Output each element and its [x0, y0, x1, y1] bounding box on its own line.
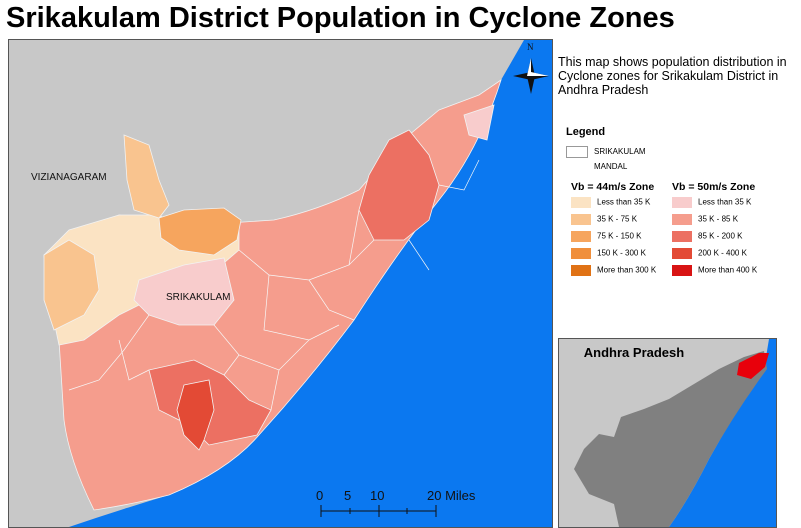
- mandal-borders: [68, 159, 480, 411]
- scale-bar: 0 5 10 20 Miles: [316, 488, 476, 517]
- zone-44-label: More than 300 K: [597, 265, 657, 275]
- inset-canvas: [574, 339, 776, 527]
- zone-44-row: Less than 35 K: [571, 197, 656, 214]
- scale-tick-10: 10: [370, 488, 384, 503]
- zone-44-label: 35 K - 75 K: [597, 214, 638, 224]
- map-description: This map shows population distribution i…: [558, 55, 787, 97]
- zone-50-label: More than 400 K: [698, 265, 758, 275]
- zone-50-swatch: [672, 231, 692, 242]
- northern-mandal-85-200: [358, 129, 440, 241]
- zone-44-label: 150 K - 300 K: [597, 248, 646, 258]
- zone-50-row: 200 K - 400 K: [672, 248, 757, 265]
- zone-44-row: 150 K - 300 K: [571, 248, 656, 265]
- legend-mandal-item: MANDAL: [594, 162, 628, 171]
- north-arrow: [513, 58, 549, 94]
- zone-50-row: 85 K - 200 K: [672, 231, 757, 248]
- zone-50-label: 200 K - 400 K: [698, 248, 747, 258]
- legend-title: Legend: [566, 126, 606, 138]
- andhra-pradesh-shape: [574, 351, 767, 527]
- inset-title: Andhra Pradesh: [583, 345, 685, 360]
- srikakulam-highlight: [737, 353, 769, 379]
- srikakulam-label: SRIKAKULAM: [166, 292, 230, 303]
- main-map[interactable]: N VIZIANAGARAM SRIKAKULAM 0 5 10 20 Mile…: [8, 39, 553, 528]
- zone-50-row: Less than 35 K: [672, 197, 757, 214]
- zone-50-swatch: [672, 248, 692, 259]
- zone-44-swatch: [571, 248, 591, 259]
- inset-map[interactable]: Andhra Pradesh: [558, 338, 777, 528]
- zone-50-row: 35 K - 85 K: [672, 214, 757, 231]
- legend-zone-44: Vb = 44m/s Zone Less than 35 K 35 K - 75…: [571, 181, 656, 282]
- north-label: N: [527, 42, 534, 52]
- zone-50-label: Less than 35 K: [698, 197, 752, 207]
- legend-district-item: SRIKAKULAM: [566, 146, 646, 158]
- vizianagaram-label: VIZIANAGARAM: [31, 172, 107, 183]
- zone-50-label: 35 K - 85 K: [698, 214, 739, 224]
- southern-mandal-200-400: [176, 379, 215, 451]
- zone-44-title: Vb = 44m/s Zone: [571, 181, 655, 193]
- map-title: Srikakulam District Population in Cyclon…: [6, 2, 675, 34]
- scale-tick-0: 0: [316, 488, 323, 503]
- inland-mandal-75-150: [158, 207, 242, 256]
- zone-44-label: Less than 35 K: [597, 197, 651, 207]
- zone-44-row: 75 K - 150 K: [571, 231, 656, 248]
- zone-50-title: Vb = 50m/s Zone: [672, 181, 756, 193]
- zone-44-swatch: [571, 231, 591, 242]
- scale-tick-20: 20 Miles: [427, 488, 476, 503]
- sea-area: [69, 40, 552, 527]
- inland-mandal-35-75: [123, 134, 170, 219]
- zone-44-row: More than 300 K: [571, 265, 656, 282]
- zone-44-swatch: [571, 214, 591, 225]
- northeast-mandal: [463, 104, 495, 141]
- legend-district-label: SRIKAKULAM: [594, 147, 646, 157]
- zone-44-swatch: [571, 197, 591, 208]
- inland-mandal-west: [43, 239, 100, 331]
- inset-sea: [669, 339, 776, 527]
- zone-44-row: 35 K - 75 K: [571, 214, 656, 231]
- zone-50-row: More than 400 K: [672, 265, 757, 282]
- zone-44-label: 75 K - 150 K: [597, 231, 642, 241]
- district-swatch: [566, 146, 588, 158]
- map-canvas: N VIZIANAGARAM SRIKAKULAM 0 5 10 20 Mile…: [31, 40, 552, 527]
- legend-zone-50: Vb = 50m/s Zone Less than 35 K 35 K - 85…: [672, 181, 757, 282]
- zone-50-label: 85 K - 200 K: [698, 231, 743, 241]
- zone-50-swatch: [672, 197, 692, 208]
- zone-50-swatch: [672, 214, 692, 225]
- scale-tick-5: 5: [344, 488, 351, 503]
- zone-50-swatch: [672, 265, 692, 276]
- zone-44-swatch: [571, 265, 591, 276]
